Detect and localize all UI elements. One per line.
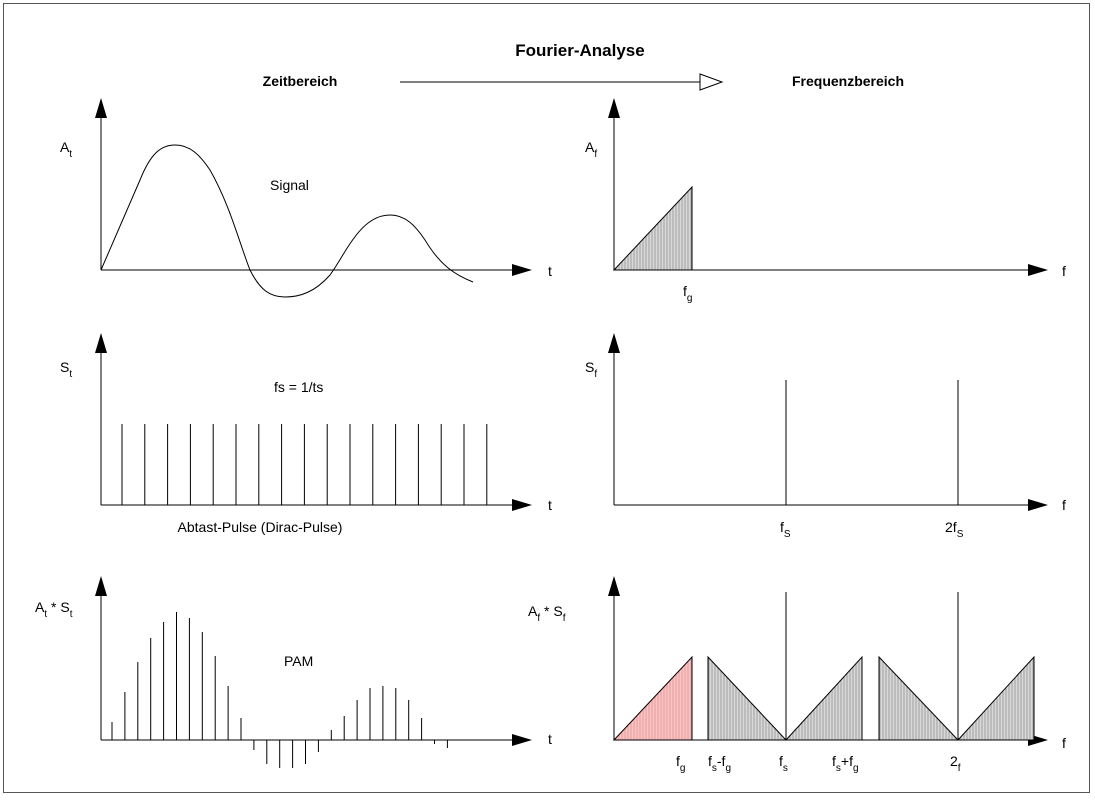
upper-sideband-fs [784, 655, 863, 741]
transform-arrow [400, 73, 724, 91]
sampling-rate-caption: fs = 1/ts [274, 379, 323, 395]
row1-freq-ylabel: Af [585, 139, 597, 160]
row2-freq-ylabel: Sf [585, 359, 597, 380]
row1-time-xlabel: t [548, 263, 552, 279]
row2-freq-xlabel: f [1062, 497, 1066, 513]
row3-freq-tick: fs [779, 753, 788, 774]
row2-freq-axes [608, 333, 1048, 511]
baseband-spectrum [612, 185, 693, 271]
signal-caption: Signal [270, 177, 309, 193]
row2-time-xlabel: t [548, 497, 552, 513]
row2-time-ylabel: St [60, 359, 72, 380]
lower-sideband-2fs [878, 655, 960, 741]
row1-time-ylabel: At [60, 139, 72, 160]
time-domain-label: Zeitbereich [263, 73, 338, 89]
row3-freq-ylabel: Af * Sf [528, 603, 566, 624]
pam-pulse-train [111, 612, 448, 768]
dirac-caption: Abtast-Pulse (Dirac-Pulse) [178, 519, 343, 535]
row3-freq-tick: fs-fg [708, 753, 731, 774]
diagram-title: Fourier-Analyse [515, 41, 644, 60]
lower-sideband-fs [707, 655, 788, 741]
pam-caption: PAM [284, 653, 313, 669]
row3-freq-ticks: fg fs-fg fs fs+fg 2f [676, 753, 961, 774]
upper-sideband-2fs [956, 655, 1035, 741]
signal-curve [100, 144, 474, 298]
row3-freq-tick: fs+fg [832, 753, 859, 774]
row3-time-axes [95, 576, 532, 746]
row1-freq-tick-fg: fg [683, 283, 692, 304]
dirac-pulse-train [121, 424, 488, 505]
freq-domain-label: Frequenzbereich [792, 73, 904, 89]
row2-freq-tick-fs: fS [780, 519, 791, 540]
row3-time-xlabel: t [548, 731, 552, 747]
baseband-spectrum-sampled [612, 655, 693, 741]
row3-freq-tick: 2f [950, 753, 961, 774]
row2-freq-tick-2fs: 2fS [945, 519, 964, 540]
row3-freq-xlabel: f [1062, 735, 1066, 751]
row2-time-axes [95, 333, 532, 511]
row3-time-ylabel: At * St [35, 599, 73, 620]
diagram-frame [3, 3, 1090, 793]
row3-freq-tick: fg [676, 753, 685, 774]
row1-time-axes [95, 98, 532, 276]
row1-freq-xlabel: f [1062, 263, 1066, 279]
